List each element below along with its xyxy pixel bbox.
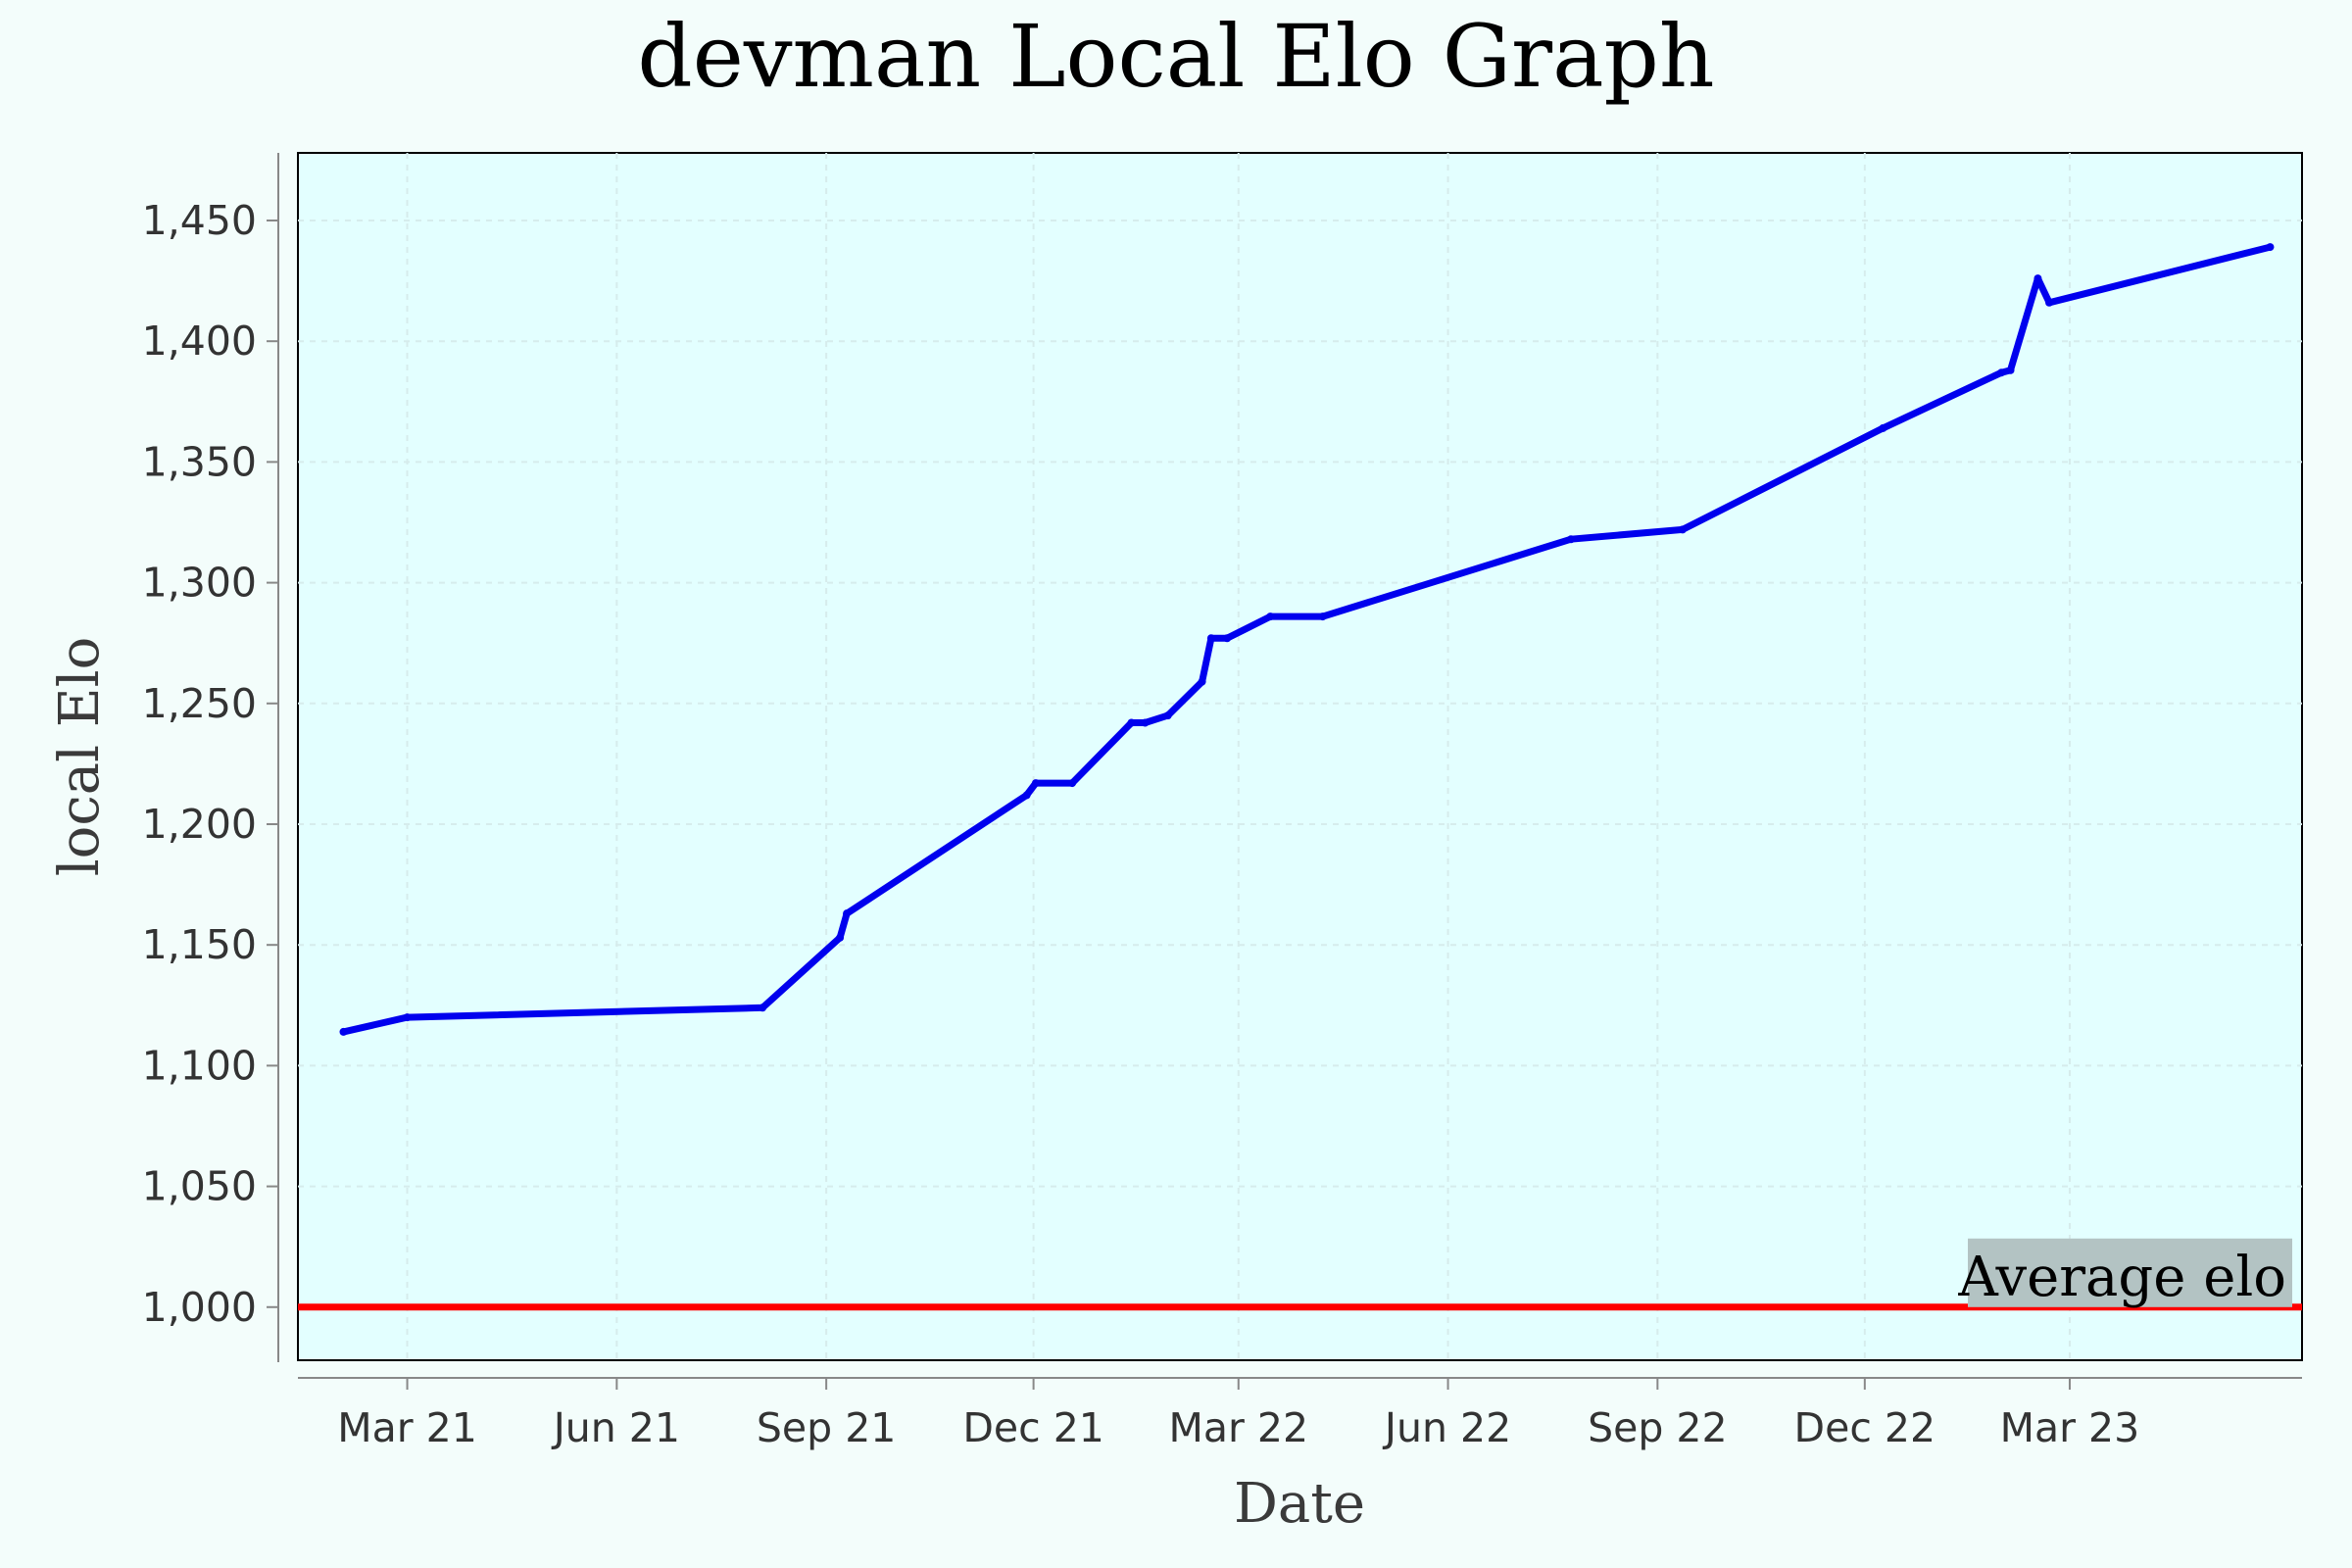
average-elo-label-box [1968,1238,2292,1307]
y-tick-label: 1,300 [142,560,257,607]
x-tick-label: Jun 21 [551,1404,680,1451]
x-axis-label: Date [1234,1472,1365,1536]
elo-data-point [1997,368,2006,377]
chart-title: devman Local Elo Graph [637,6,1714,107]
elo-data-point [1031,779,1040,788]
y-tick-label: 1,450 [142,197,257,244]
elo-data-point [2006,366,2015,374]
x-tick-label: Jun 22 [1382,1404,1511,1451]
x-ticks: Mar 21 Jun 21 Sep 21 Dec 21 Mar 22 Jun 22 Sep … [337,1378,2139,1451]
elo-data-point [1127,718,1136,727]
x-tick-label: Sep 21 [757,1404,896,1451]
elo-data-point [1141,718,1150,727]
y-tick-label: 1,000 [142,1284,257,1331]
x-tick-label: Mar 21 [337,1404,477,1451]
elo-data-point [2045,298,2054,307]
elo-data-point [1567,535,1576,544]
x-tick-label: Sep 22 [1588,1404,1727,1451]
y-tick-label: 1,050 [142,1163,257,1210]
elo-data-point [1266,612,1275,621]
elo-data-point [1678,525,1687,534]
elo-data-point [1318,612,1327,621]
elo-data-point [1163,711,1172,720]
elo-data-point [1206,634,1215,643]
elo-data-point [2266,243,2275,252]
y-tick-label: 1,400 [142,318,257,365]
y-tick-label: 1,200 [142,801,257,848]
y-ticks: 1,000 1,050 1,100 1,150 1,200 1,250 1,300 1,350… [142,197,278,1331]
elo-data-point [403,1013,412,1022]
elo-data-point [1223,634,1232,643]
average-elo-label: Average elo [1957,1246,2286,1309]
x-tick-label: Dec 21 [962,1404,1104,1451]
elo-series-points [339,243,2275,1036]
elo-data-point [1879,423,1887,432]
elo-data-point [836,933,845,942]
x-tick-label: Mar 22 [1168,1404,1308,1451]
y-tick-label: 1,350 [142,438,257,485]
elo-data-point [1022,791,1031,800]
elo-data-point [1198,677,1206,686]
gridlines [298,153,2302,1360]
y-axis-label: local Elo [48,637,112,877]
y-tick-label: 1,150 [142,921,257,968]
y-tick-label: 1,100 [142,1042,257,1089]
x-tick-label: Dec 22 [1794,1404,1936,1451]
elo-data-point [2034,274,2042,283]
elo-data-point [843,909,852,918]
elo-data-point [339,1027,348,1036]
elo-data-point [1068,779,1077,788]
plot-area [297,152,2303,1361]
y-tick-label: 1,250 [142,680,257,727]
elo-data-point [759,1004,767,1012]
x-tick-label: Mar 23 [2000,1404,2140,1451]
